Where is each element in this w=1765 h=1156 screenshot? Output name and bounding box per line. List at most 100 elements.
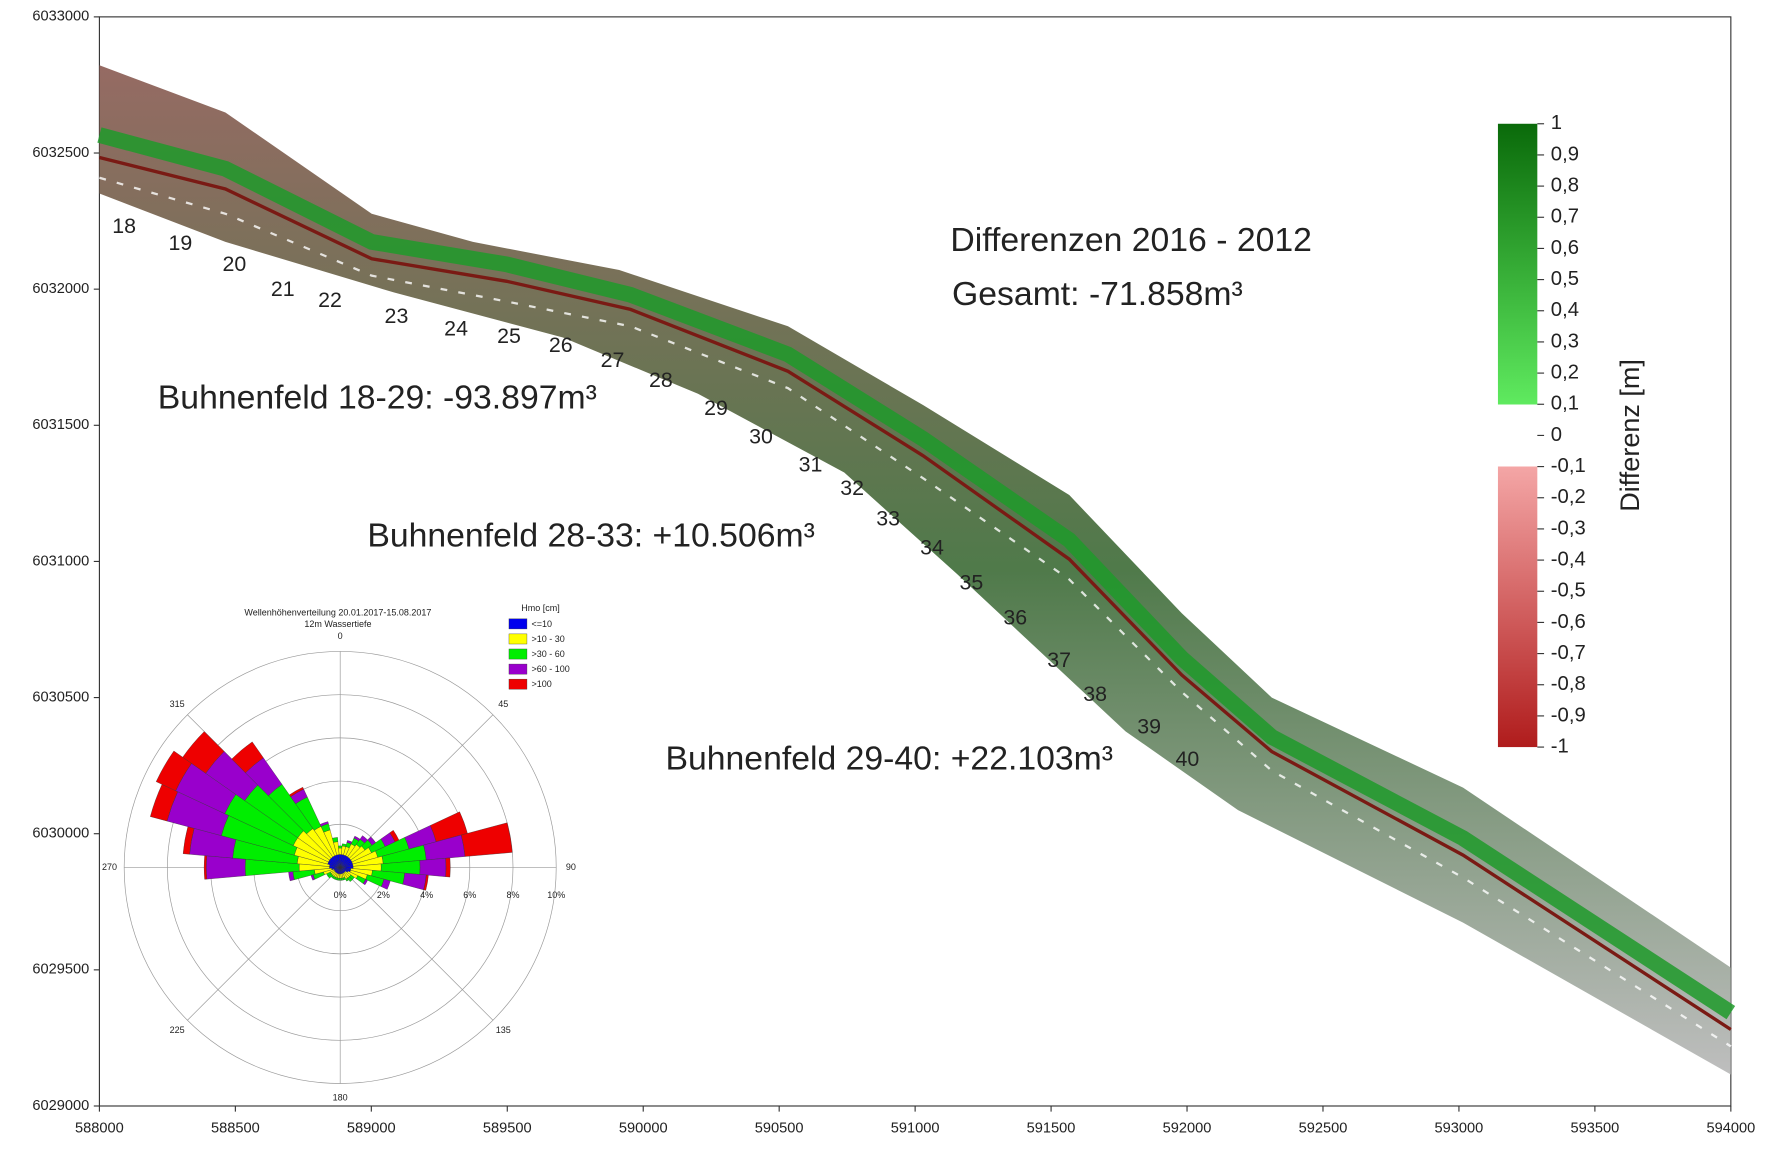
- y-tick-label: 6033000: [32, 9, 89, 25]
- radial-tick-label: 10%: [547, 890, 565, 900]
- annotation: Buhnenfeld 18-29: -93.897m³: [158, 378, 597, 416]
- groyne-label: 37: [1047, 648, 1071, 672]
- rose-subtitle: 12m Wassertiefe: [304, 619, 371, 629]
- groyne-label: 25: [497, 324, 521, 348]
- colorbar-tick-label: -0,2: [1551, 486, 1586, 508]
- colorbar-tick-label: 0: [1551, 424, 1562, 446]
- colorbar-label: Differenz [m]: [1615, 359, 1645, 512]
- x-tick-label: 593500: [1571, 1120, 1620, 1136]
- colorbar-tick-label: 0,4: [1551, 299, 1579, 321]
- rose-segment: [420, 858, 446, 876]
- colorbar-tick-label: -0,9: [1551, 704, 1586, 726]
- direction-label: 0: [338, 631, 343, 641]
- groyne-label: 19: [169, 231, 193, 255]
- groyne-label: 21: [271, 277, 295, 301]
- colorbar-tick-label: 0,5: [1551, 268, 1579, 290]
- y-tick-label: 6029500: [32, 962, 89, 978]
- colorbar-tick-label: -0,4: [1551, 548, 1586, 570]
- direction-label: 270: [102, 862, 117, 872]
- direction-label: 180: [333, 1092, 348, 1102]
- x-tick-label: 588000: [75, 1120, 124, 1136]
- groyne-label: 39: [1137, 715, 1161, 739]
- annotation: Buhnenfeld 28-33: +10.506m³: [367, 517, 815, 555]
- y-tick-label: 6032500: [32, 145, 89, 161]
- x-tick-label: 590000: [619, 1120, 668, 1136]
- direction-label: 45: [498, 699, 508, 709]
- groyne-label: 29: [704, 396, 728, 420]
- colorbar-tick-label: 1: [1551, 112, 1562, 134]
- rose-segment: [339, 878, 341, 880]
- legend-swatch: [509, 649, 527, 659]
- colorbar-tick-label: 0,1: [1551, 393, 1579, 415]
- colorbar-tick-label: 0,9: [1551, 143, 1579, 165]
- legend-label: >100: [531, 679, 551, 689]
- groyne-label: 28: [649, 368, 673, 392]
- groyne-label: 24: [444, 316, 468, 340]
- page: { "map": { "xlim": [588000, 594000], "yl…: [0, 0, 1765, 1151]
- groyne-label: 33: [876, 506, 900, 530]
- groyne-label: 38: [1083, 682, 1107, 706]
- groyne-label: 36: [1003, 605, 1027, 629]
- x-tick-label: 588500: [211, 1120, 260, 1136]
- groyne-label: 18: [112, 214, 136, 238]
- colorbar-tick-label: -0,7: [1551, 642, 1586, 664]
- legend-swatch: [509, 619, 527, 629]
- y-tick-label: 6032000: [32, 281, 89, 297]
- colorbar-tick-label: 0,7: [1551, 206, 1579, 228]
- x-tick-label: 591000: [891, 1120, 940, 1136]
- x-tick-label: 589000: [347, 1120, 396, 1136]
- colorbar-tick-label: 0,2: [1551, 361, 1579, 383]
- rose-segment: [342, 844, 346, 847]
- groyne-label: 40: [1176, 747, 1200, 771]
- groyne-label: 32: [840, 476, 864, 500]
- direction-label: 90: [566, 862, 576, 872]
- y-tick-label: 6030000: [32, 826, 89, 842]
- x-tick-label: 592500: [1299, 1120, 1348, 1136]
- map-title: Differenzen 2016 - 2012: [950, 221, 1312, 259]
- rose-segment: [446, 858, 451, 877]
- colorbar-tick-label: 0,3: [1551, 330, 1579, 352]
- rose-segment: [204, 856, 207, 880]
- colorbar-tick-label: -0,3: [1551, 517, 1586, 539]
- groyne-label: 26: [549, 333, 573, 357]
- colorbar-tick-label: -0,8: [1551, 673, 1586, 695]
- legend-label: >10 - 30: [531, 634, 564, 644]
- radial-tick-label: 4%: [420, 890, 433, 900]
- y-tick-label: 6030500: [32, 689, 89, 705]
- legend-swatch: [509, 679, 527, 689]
- radial-tick-label: 6%: [463, 890, 476, 900]
- groyne-label: 31: [799, 452, 823, 476]
- colorbar-tick-label: -0,6: [1551, 611, 1586, 633]
- rose-segment: [206, 856, 245, 879]
- y-tick-label: 6029000: [32, 1098, 89, 1114]
- y-tick-label: 6031000: [32, 553, 89, 569]
- legend-label: >30 - 60: [531, 649, 564, 659]
- map-total: Gesamt: -71.858m³: [952, 275, 1243, 313]
- direction-label: 135: [496, 1025, 511, 1035]
- x-tick-label: 590500: [755, 1120, 804, 1136]
- y-tick-label: 6031500: [32, 417, 89, 433]
- x-tick-label: 593000: [1435, 1120, 1484, 1136]
- groyne-label: 27: [601, 348, 625, 372]
- groyne-label: 23: [385, 304, 409, 328]
- direction-label: 315: [170, 699, 185, 709]
- groyne-label: 30: [749, 424, 773, 448]
- groyne-label: 20: [223, 252, 247, 276]
- rose-segment: [338, 846, 342, 848]
- colorbar: [1498, 124, 1537, 747]
- legend-title: Hmo [cm]: [521, 603, 560, 613]
- colorbar-tick-label: -1: [1551, 735, 1569, 757]
- colorbar-tick-label: -0,1: [1551, 455, 1586, 477]
- legend-swatch: [509, 664, 527, 674]
- direction-label: 225: [170, 1025, 185, 1035]
- legend-label: <=10: [531, 619, 552, 629]
- rose-segment: [341, 878, 343, 880]
- annotation: Buhnenfeld 29-40: +22.103m³: [665, 740, 1113, 778]
- x-tick-label: 594000: [1706, 1120, 1755, 1136]
- colorbar-tick-label: 0,6: [1551, 237, 1579, 259]
- rose-title: Wellenhöhenverteilung 20.01.2017-15.08.2…: [244, 608, 431, 618]
- map-figure: Differenzen 2016 - 2012 Gesamt: -71.858m…: [0, 0, 1765, 1151]
- colorbar-tick-label: 0,8: [1551, 174, 1579, 196]
- x-tick-label: 592000: [1163, 1120, 1212, 1136]
- radial-tick-label: 8%: [507, 890, 520, 900]
